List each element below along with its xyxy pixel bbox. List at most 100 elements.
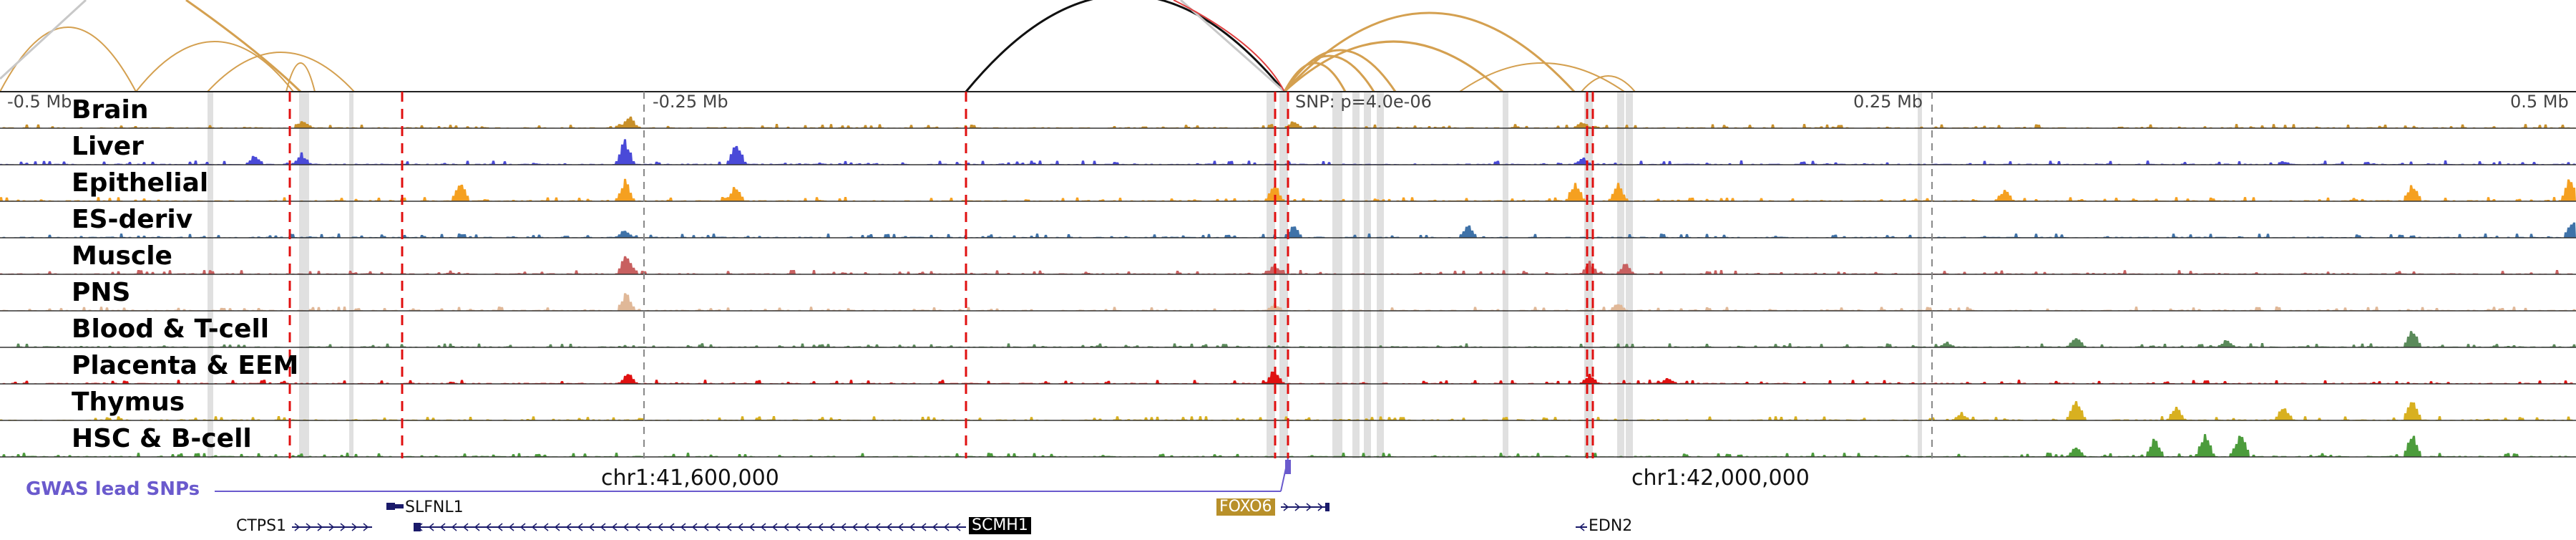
gene-strand-arrow xyxy=(806,523,812,531)
gene-strand-arrow xyxy=(783,523,789,531)
gene-strand-arrow xyxy=(519,523,526,531)
highlight-band xyxy=(1626,92,1633,458)
loop-arc xyxy=(1459,62,1625,92)
highlight-band xyxy=(1279,92,1288,458)
gene-strand-arrow xyxy=(554,523,560,531)
gene-strand-arrow xyxy=(623,523,629,531)
gene-strand-arrow xyxy=(294,523,301,531)
dashed-markers xyxy=(288,92,1933,458)
highlight-band xyxy=(1584,92,1593,458)
gene-strand-arrow xyxy=(657,523,663,531)
gene-strand-arrow xyxy=(874,523,881,531)
gene-label-slfnl1: SLFNL1 xyxy=(405,498,464,516)
gene-strand-arrow xyxy=(955,523,961,531)
gene-strand-arrow xyxy=(363,523,369,531)
gene-strand-arrow xyxy=(852,523,858,531)
highlight-band xyxy=(1332,92,1342,458)
gene-strand-arrow xyxy=(748,523,755,531)
gene-strand-arrow xyxy=(771,523,778,531)
gene-label-scmh1: SCMH1 xyxy=(969,517,1031,534)
gwas-snp-marker xyxy=(1285,460,1291,474)
loop-arc xyxy=(1283,40,1504,93)
gene-strand-arrow xyxy=(531,523,537,531)
loop-arc xyxy=(965,0,1286,92)
loop-arc xyxy=(185,0,302,93)
gene-strand-arrow xyxy=(451,523,457,531)
gene-strand-arrow xyxy=(829,523,835,531)
gene-ctps1 xyxy=(292,523,372,531)
axis-tick-label: -0.25 Mb xyxy=(653,92,728,112)
track-label-epithelial: Epithelial xyxy=(72,168,209,198)
signal-area xyxy=(0,434,2576,457)
gene-strand-arrow xyxy=(351,523,358,531)
gene-strand-arrow xyxy=(737,523,743,531)
highlight-band xyxy=(1267,92,1275,458)
highlight-band xyxy=(1364,92,1371,458)
gene-strand-arrow xyxy=(600,523,606,531)
loop-arc xyxy=(1283,49,1397,92)
loop-arc xyxy=(1173,0,1285,92)
gene-strand-arrow xyxy=(474,523,480,531)
signal-area xyxy=(0,139,2576,165)
gene-strand-arrow xyxy=(1317,503,1324,511)
loop-arc xyxy=(1581,75,1636,92)
gene-strand-arrow xyxy=(760,523,766,531)
track-label-brain: Brain xyxy=(72,95,149,125)
signal-area xyxy=(0,293,2576,311)
gene-strand-arrow xyxy=(1306,503,1312,511)
gene-strand-arrow xyxy=(714,523,721,531)
gene-strand-arrow xyxy=(668,523,675,531)
signal-track xyxy=(0,331,2576,348)
gene-exon xyxy=(1325,503,1330,511)
gene-strand-arrow xyxy=(703,523,709,531)
gene-strand-arrow xyxy=(439,523,446,531)
track-label-es-deriv: ES-deriv xyxy=(72,205,193,234)
loop-arc xyxy=(207,52,355,92)
gene-strand-arrow xyxy=(328,523,335,531)
gene-strand-arrow xyxy=(462,523,469,531)
highlight-band xyxy=(349,92,353,458)
highlight-band xyxy=(1352,92,1360,458)
gene-foxo6 xyxy=(1281,503,1330,511)
signal-area xyxy=(0,401,2576,420)
gene-strand-arrow xyxy=(542,523,549,531)
gene-exon xyxy=(414,523,421,531)
gene-strand-arrow xyxy=(726,523,732,531)
gene-strand-arrow xyxy=(1283,503,1289,511)
track-label-blood-t-cell: Blood & T-cell xyxy=(72,314,270,344)
gene-strand-arrow xyxy=(306,523,312,531)
gene-strand-arrow xyxy=(340,523,346,531)
gene-label-ctps1: CTPS1 xyxy=(236,517,287,535)
gene-strand-arrow xyxy=(485,523,492,531)
gene-strand-arrow xyxy=(794,523,801,531)
gene-strand-arrow xyxy=(1579,523,1585,531)
track-label-pns: PNS xyxy=(72,278,131,307)
gene-scmh1 xyxy=(414,523,966,531)
gene-strand-arrow xyxy=(691,523,698,531)
gene-strand-arrow xyxy=(565,523,572,531)
gene-strand-arrow xyxy=(317,523,323,531)
gene-strand-arrow xyxy=(645,523,652,531)
gene-exon xyxy=(386,503,395,510)
gene-strand-arrow xyxy=(886,523,892,531)
gene-strand-arrow xyxy=(508,523,514,531)
gene-strand-arrow xyxy=(588,523,595,531)
gene-strand-arrow xyxy=(863,523,869,531)
gene-strand-arrow xyxy=(497,523,503,531)
gene-exon xyxy=(392,504,404,508)
gene-strand-arrow xyxy=(1294,503,1301,511)
axis-tick-label: -0.5 Mb xyxy=(7,92,72,112)
gene-strand-arrow xyxy=(611,523,618,531)
gene-strand-arrow xyxy=(909,523,915,531)
highlight-band xyxy=(1377,92,1384,458)
gene-edn2 xyxy=(1576,523,1587,531)
track-label-liver: Liver xyxy=(72,132,144,161)
gene-strand-arrow xyxy=(932,523,938,531)
coordinate-label: chr1:41,600,000 xyxy=(601,466,779,491)
signal-track xyxy=(0,293,2576,312)
gwas-track-label: GWAS lead SNPs xyxy=(26,478,200,500)
highlight-band xyxy=(299,92,309,458)
gene-strand-arrow xyxy=(943,523,950,531)
